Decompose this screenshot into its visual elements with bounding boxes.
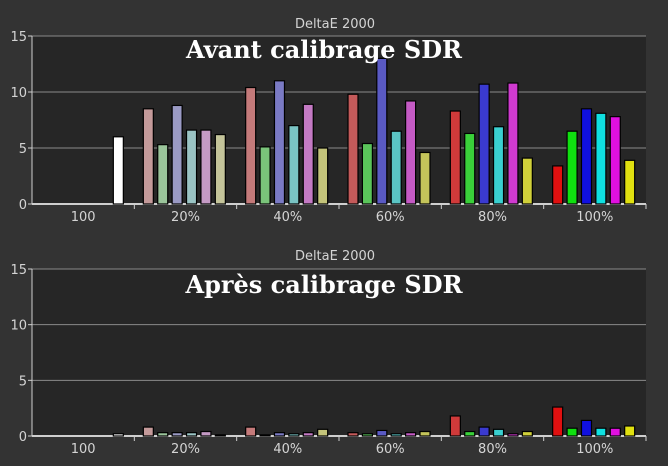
bar (157, 144, 169, 205)
bar (376, 429, 388, 437)
overlay-title: Après calibrage SDR (184, 270, 463, 299)
bar (580, 419, 593, 437)
bar (185, 432, 198, 437)
bar (390, 433, 402, 437)
bar (214, 133, 226, 205)
bar (405, 100, 417, 205)
y-tick-label: 10 (10, 319, 27, 334)
bar (521, 157, 533, 205)
x-tick-label: 20% (171, 442, 200, 457)
bar (507, 82, 519, 205)
bar (552, 406, 564, 437)
bar (419, 430, 431, 437)
y-tick-label: 0 (19, 198, 27, 213)
bar (405, 432, 417, 437)
x-tick-label: 100% (576, 210, 613, 225)
bar (464, 430, 476, 437)
y-tick-label: 5 (19, 142, 27, 157)
bar (521, 430, 533, 437)
bar (214, 434, 226, 437)
bar (552, 165, 564, 205)
bar (492, 126, 505, 205)
y-tick-label: 5 (19, 374, 27, 389)
bar (317, 428, 329, 437)
bar (478, 426, 490, 437)
chart-after-calibration: 0 5 10 15 100 20% 40% 60% 80% 100% DeltaE 2000 Aprè… (10, 249, 647, 457)
chart-title: DeltaE 2000 (295, 17, 375, 32)
x-tick-label: 40% (273, 210, 302, 225)
y-tick-label: 15 (10, 263, 27, 278)
bar (347, 432, 359, 437)
bar (288, 124, 300, 205)
bar (273, 432, 286, 437)
bar (259, 434, 271, 437)
bar (112, 136, 124, 205)
x-tick-label: 100 (71, 210, 96, 225)
bar (112, 433, 124, 437)
bar (302, 103, 314, 205)
x-tick-label: 60% (376, 210, 405, 225)
bar (185, 129, 198, 205)
bar (580, 108, 593, 205)
y-tick-label: 15 (10, 30, 27, 45)
bar (566, 427, 578, 437)
bar (171, 104, 183, 205)
bar (478, 83, 490, 205)
y-tick-label: 10 (10, 86, 27, 101)
bar (449, 110, 461, 205)
bar (302, 432, 314, 437)
bar (171, 432, 183, 437)
bar (464, 132, 476, 205)
bar (288, 433, 300, 437)
bar (142, 108, 154, 205)
bar (507, 433, 519, 437)
plot-area (32, 269, 646, 436)
bar (376, 57, 388, 205)
bar (609, 427, 621, 437)
bar (492, 428, 505, 437)
x-tick-label: 80% (478, 210, 507, 225)
x-tick-label: 40% (273, 442, 302, 457)
bar (419, 151, 431, 205)
overlay-title: Avant calibrage SDR (185, 35, 463, 64)
bar (200, 430, 212, 437)
bar (595, 112, 607, 205)
chart-before-calibration: 0 5 10 15 100 20% 40% 60% 80% 100% DeltaE 2000 Avan… (10, 17, 647, 225)
x-tick-label: 100% (576, 442, 613, 457)
y-tick-label: 0 (19, 430, 27, 445)
chart-title: DeltaE 2000 (295, 249, 375, 264)
bar (273, 80, 286, 205)
bar (595, 427, 607, 437)
bar (245, 86, 257, 205)
x-tick-label: 80% (478, 442, 507, 457)
x-tick-label: 100 (71, 442, 96, 457)
bar (245, 426, 257, 437)
bar (449, 415, 461, 437)
bar (347, 93, 359, 205)
bar (259, 146, 271, 205)
bar (200, 129, 212, 205)
bar (142, 426, 154, 437)
bar (317, 147, 329, 205)
bar (361, 433, 373, 437)
bar (609, 116, 621, 205)
bar (157, 432, 169, 437)
bar (624, 159, 636, 205)
bar (361, 142, 373, 205)
bar (624, 425, 636, 437)
x-tick-label: 60% (376, 442, 405, 457)
plot-area (32, 36, 646, 204)
bar (566, 130, 578, 205)
bar (390, 130, 402, 205)
x-tick-label: 20% (171, 210, 200, 225)
